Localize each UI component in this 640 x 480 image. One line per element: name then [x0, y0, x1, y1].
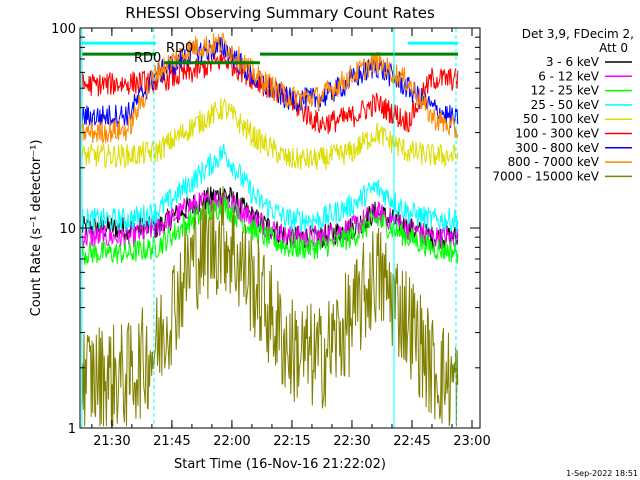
y-tick-label: 1	[68, 422, 76, 437]
x-axis-ticks: 21:30 21:45 22:00 22:15 22:30 22:45 23:00	[91, 28, 491, 449]
series-line	[81, 186, 459, 427]
chart-title: RHESSI Observing Summary Count Rates	[125, 4, 435, 22]
annotation-rd0-2: RD0	[166, 41, 193, 56]
x-axis-label: Start Time (16-Nov-16 21:22:02)	[174, 457, 386, 472]
legend-label: 25 - 50 keV	[531, 98, 600, 112]
y-axis-ticks: 1 10 100	[51, 22, 480, 437]
legend-label: 100 - 300 keV	[515, 127, 599, 141]
legend-label: 7000 - 15000 keV	[492, 169, 599, 183]
y-tick-label: 100	[51, 22, 76, 37]
x-tick-label: 22:45	[393, 434, 430, 449]
legend-label: 12 - 25 keV	[531, 84, 600, 98]
series-line	[81, 197, 459, 265]
y-axis-label: Count Rate (s⁻¹ detector⁻¹)	[29, 140, 44, 317]
legend-header: Det 3,9, FDecim 2,	[522, 27, 634, 41]
series-line	[81, 32, 459, 145]
x-tick-label: 23:00	[453, 434, 490, 449]
legend-label: 300 - 800 keV	[515, 141, 599, 155]
legend-label: 800 - 7000 keV	[508, 155, 600, 169]
legend-label: 6 - 12 keV	[538, 69, 600, 83]
series-line	[81, 97, 459, 171]
x-tick-label: 22:15	[273, 434, 310, 449]
x-tick-label: 22:00	[213, 434, 250, 449]
timestamp: 1-Sep-2022 18:51	[566, 469, 638, 478]
series-traces	[81, 32, 459, 427]
annotation-rd0-1: RD0	[134, 51, 161, 66]
y-tick-label: 10	[59, 222, 76, 237]
series-line	[81, 143, 459, 233]
x-tick-label: 22:30	[333, 434, 370, 449]
legend-header-att: Att 0	[599, 41, 628, 55]
legend-label: 50 - 100 keV	[523, 112, 600, 126]
legend-label: 3 - 6 keV	[546, 55, 600, 69]
x-tick-label: 21:30	[93, 434, 130, 449]
x-tick-label: 21:45	[153, 434, 190, 449]
